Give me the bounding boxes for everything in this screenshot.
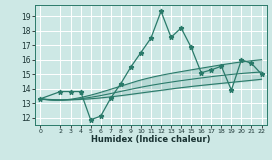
X-axis label: Humidex (Indice chaleur): Humidex (Indice chaleur) <box>91 135 211 144</box>
